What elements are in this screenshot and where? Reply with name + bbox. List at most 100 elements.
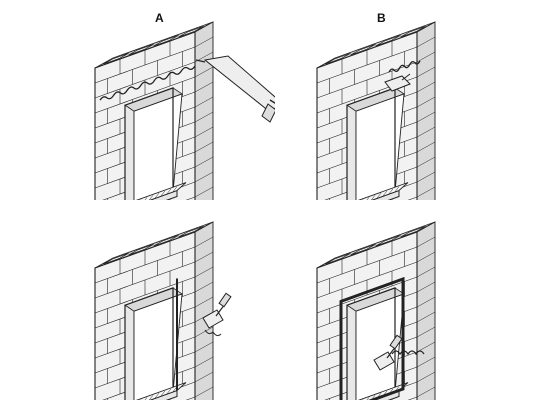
sill-top	[357, 182, 409, 200]
sill-hatch	[160, 190, 166, 197]
side-bed-joint	[416, 141, 436, 153]
side-bed-joint	[416, 281, 436, 293]
side-bed-joint	[194, 296, 214, 308]
side-bed-joint	[416, 81, 436, 93]
block-core	[375, 34, 401, 47]
side-bed-joint	[194, 281, 214, 293]
block-core	[375, 234, 401, 247]
side-bed-joint	[417, 202, 435, 212]
side-bed-joint	[416, 66, 436, 78]
sill-hatch	[362, 199, 364, 200]
tube-tip	[401, 73, 411, 81]
side-bed-joint	[416, 96, 436, 108]
opening-jamb-reveal	[346, 104, 357, 200]
side-bed-joint	[194, 356, 214, 368]
side-bed-joint	[416, 296, 436, 308]
side-bed-joint	[416, 36, 436, 48]
block-core	[153, 34, 179, 47]
opening-jamb-reveal	[346, 304, 357, 400]
trowel	[373, 334, 403, 371]
mortar-squeeze	[204, 329, 222, 337]
panel-bottom-left	[94, 221, 232, 400]
sill-hatch	[140, 199, 142, 200]
side-bed-joint	[416, 326, 436, 338]
side-bed-joint	[194, 186, 214, 198]
side-bed-joint	[195, 202, 213, 212]
side-bed-joint	[416, 311, 436, 323]
side-bed-joint	[194, 126, 214, 138]
sill-hatch	[148, 195, 154, 200]
mortar-bed-joint	[316, 276, 418, 314]
sill-hatch	[154, 192, 160, 199]
gun-nozzle	[195, 59, 206, 63]
block-core	[178, 25, 204, 38]
side-bed-joint	[416, 371, 436, 383]
block-core	[325, 252, 351, 265]
trowel	[202, 292, 232, 329]
sealant-bead	[388, 60, 421, 73]
tube-body	[384, 75, 411, 92]
side-bed-joint	[194, 81, 214, 93]
sill-hatch	[144, 197, 148, 200]
side-bed-joint	[416, 341, 436, 353]
panel-bottom-right	[316, 221, 436, 400]
label-b: B	[377, 11, 386, 25]
panel-top-right	[316, 21, 436, 212]
mortar-bed-joint	[316, 46, 418, 84]
side-bed-joint	[416, 111, 436, 123]
block-core	[400, 225, 426, 238]
sill-hatch	[382, 190, 388, 197]
trowel-handle	[389, 334, 403, 350]
side-bed-joint	[416, 266, 436, 278]
side-bed-joint	[416, 186, 436, 198]
label-a: A	[155, 11, 164, 25]
sill-hatch	[370, 195, 376, 200]
sill-bead	[391, 350, 425, 356]
side-bed-joint	[194, 111, 214, 123]
panel-top-left	[94, 21, 275, 212]
sill-top	[135, 382, 187, 400]
block-core	[400, 25, 426, 38]
sill-top	[135, 182, 187, 200]
sill-hatch	[154, 392, 160, 399]
block-core	[128, 243, 154, 256]
sill-hatch	[160, 390, 166, 397]
side-bed-joint	[194, 171, 214, 183]
side-bed-joint	[194, 236, 214, 248]
side-bed-joint	[194, 36, 214, 48]
mortar-bed-joint	[94, 76, 196, 114]
sill-hatch	[394, 186, 400, 192]
sill-hatch	[166, 188, 172, 194]
mortar-bed-joint	[407, 196, 418, 200]
opening-jamb-reveal	[124, 104, 135, 200]
side-bed-joint	[194, 66, 214, 78]
side-bed-joint	[194, 326, 214, 338]
side-bed-joint	[416, 251, 436, 263]
block-core	[153, 234, 179, 247]
caulk-gun	[195, 55, 275, 123]
sill-hatch	[376, 192, 382, 199]
block-core	[103, 252, 129, 265]
sill-hatch	[172, 186, 178, 192]
gun-handle	[261, 103, 275, 123]
block-core	[325, 52, 351, 65]
side-bed-joint	[416, 386, 436, 398]
mortar-bed-joint	[316, 246, 418, 284]
side-bed-joint	[194, 386, 214, 398]
sealant-tube	[384, 73, 411, 92]
sill-hatch	[353, 202, 357, 207]
side-bed-joint	[416, 51, 436, 63]
side-bed-joint	[194, 96, 214, 108]
mortar-bed-joint	[94, 276, 196, 314]
block-core	[103, 52, 129, 65]
sill-hatch	[131, 202, 135, 207]
sill-hatch	[366, 197, 370, 200]
side-bed-joint	[194, 371, 214, 383]
trowel-handle	[218, 292, 232, 308]
side-bed-joint	[416, 126, 436, 138]
block-core	[178, 225, 204, 238]
finished-joint-frame	[339, 276, 405, 400]
mortar-bed-joint	[94, 246, 196, 284]
side-bed-joint	[194, 341, 214, 353]
